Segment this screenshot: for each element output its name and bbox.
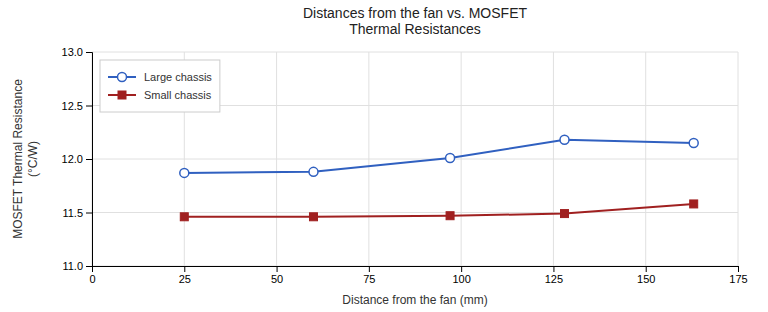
x-tick-label: 25: [179, 273, 191, 285]
marks: [180, 135, 698, 221]
legend: Large chassis Small chassis: [100, 60, 220, 112]
x-axis-line: [93, 267, 739, 273]
x-tick: 175: [729, 266, 747, 285]
x-tick-mark: [369, 266, 370, 272]
x-tick: 125: [545, 266, 563, 285]
x-tick-mark: [277, 266, 278, 272]
x-tick-label: 75: [363, 273, 375, 285]
x-tick-mark: [184, 266, 185, 272]
y-axis-title-line: MOSFET Thermal Resistance: [11, 79, 25, 239]
series-point: [561, 210, 569, 218]
y-tick-label: 12.0: [62, 153, 83, 165]
x-tick-mark: [646, 266, 647, 272]
x-tick: 150: [637, 266, 655, 285]
y-tick: 13.0: [62, 46, 92, 58]
legend-label: Large chassis: [144, 71, 212, 83]
y-grid-line: [92, 212, 738, 213]
x-tick-label: 100: [452, 273, 470, 285]
y-tick-mark: [86, 266, 92, 267]
title: Distances from the fan vs. MOSFETThermal…: [303, 5, 528, 37]
y-tick: 11.5: [62, 207, 92, 219]
y-axis: 11.0 11.5 12.0 12.5 13.0: [62, 46, 93, 272]
legend-marker: [118, 73, 127, 82]
x-tick-mark: [461, 266, 462, 272]
x-tick: 75: [363, 266, 375, 285]
plot: 0 25 50 75 100 125 150 175 11.0 11.5 12.0 12.5 13.0 L…: [62, 46, 748, 285]
x-tick: 100: [452, 266, 470, 285]
x-tick: 25: [179, 266, 191, 285]
series-point: [446, 212, 454, 220]
x-tick-label: 50: [271, 273, 283, 285]
series-point: [690, 200, 698, 208]
y-tick-label: 11.0: [62, 260, 83, 272]
x-tick-label: 150: [637, 273, 655, 285]
series-point: [689, 138, 698, 147]
series-point: [309, 213, 317, 221]
series-line: [184, 140, 693, 173]
x-tick: 0: [89, 266, 95, 285]
y-tick-mark: [86, 159, 92, 160]
y-axis-line: [86, 53, 93, 267]
legend-marker: [118, 91, 126, 99]
y-tick-mark: [86, 213, 92, 214]
x-tick-mark: [738, 266, 739, 272]
y-tick: 12.5: [62, 100, 92, 112]
grid: [92, 52, 738, 266]
y-tick: 12.0: [62, 153, 92, 165]
y-tick-mark: [86, 106, 92, 107]
y-tick: 11.0: [62, 260, 92, 272]
series-point: [560, 135, 569, 144]
y-tick-label: 13.0: [62, 46, 83, 58]
series-line: [184, 204, 693, 217]
series-point: [180, 168, 189, 177]
legend-label: Small chassis: [144, 89, 212, 101]
title-line: Thermal Resistances: [349, 21, 481, 37]
title-line: Distances from the fan vs. MOSFET: [303, 5, 528, 21]
chart: 0 25 50 75 100 125 150 175 11.0 11.5 12.0 12.5 13.0 L…: [0, 0, 768, 312]
y-grid-line: [92, 159, 738, 160]
y-grid-line: [92, 52, 738, 53]
x-tick-label: 0: [89, 273, 95, 285]
series-point: [180, 213, 188, 221]
x-axis: 0 25 50 75 100 125 150 175: [89, 266, 747, 285]
x-tick-label: 175: [729, 273, 747, 285]
series-point: [446, 153, 455, 162]
y-axis-title: MOSFET Thermal Resistance(°C/W): [11, 79, 40, 239]
y-tick-label: 11.5: [62, 207, 83, 219]
y-tick-mark: [86, 52, 92, 53]
series-point: [309, 167, 318, 176]
x-tick: 50: [271, 266, 283, 285]
x-tick-label: 125: [545, 273, 563, 285]
y-tick-label: 12.5: [62, 100, 83, 112]
x-axis-title: Distance from the fan (mm): [342, 293, 487, 307]
x-tick-mark: [553, 266, 554, 272]
y-axis-title-line: (°C/W): [26, 141, 40, 177]
legend-box: [100, 60, 220, 112]
